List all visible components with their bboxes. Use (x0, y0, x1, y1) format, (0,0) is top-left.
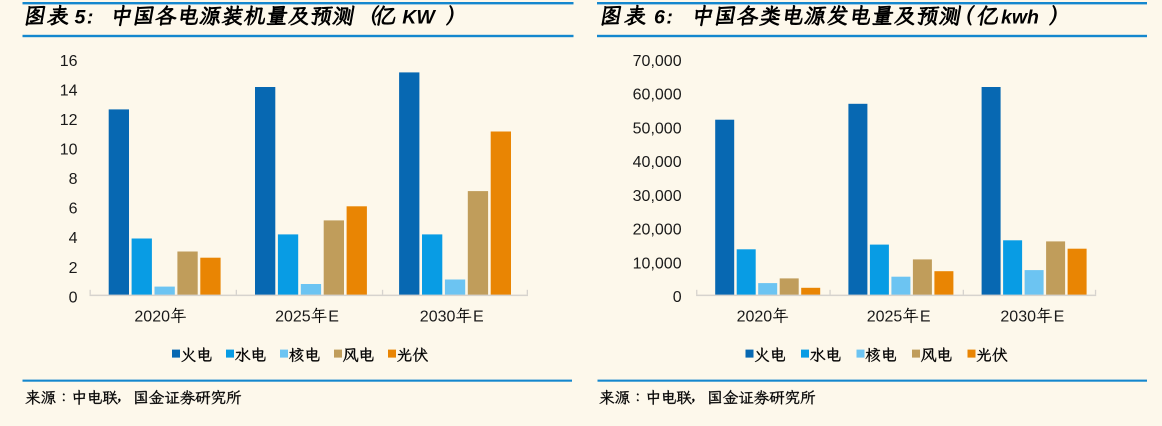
svg-text:14: 14 (60, 83, 78, 100)
svg-text:12: 12 (60, 112, 78, 129)
svg-text:0: 0 (69, 289, 78, 306)
svg-text:0: 0 (673, 289, 682, 306)
svg-text:2025: 2025 (867, 309, 903, 326)
svg-text:2030: 2030 (1000, 309, 1036, 326)
svg-text:4: 4 (69, 230, 78, 247)
svg-text:E: E (920, 309, 931, 326)
svg-text:6: 6 (69, 201, 78, 218)
svg-text:10,000: 10,000 (633, 256, 682, 273)
svg-text:E: E (328, 309, 339, 326)
svg-text:50,000: 50,000 (633, 120, 682, 137)
svg-text:16: 16 (60, 53, 78, 70)
svg-text:E: E (473, 309, 484, 326)
svg-text:kwh: kwh (1001, 6, 1039, 28)
svg-text:70,000: 70,000 (633, 53, 682, 70)
svg-text:5:: 5: (75, 6, 95, 28)
svg-text:2020: 2020 (134, 309, 170, 326)
svg-text:2025: 2025 (275, 309, 311, 326)
svg-text:40,000: 40,000 (633, 154, 682, 171)
svg-text:E: E (1054, 309, 1065, 326)
svg-text:10: 10 (60, 142, 78, 159)
svg-text:2030: 2030 (420, 309, 456, 326)
svg-text:8: 8 (69, 171, 78, 188)
svg-text:2: 2 (69, 260, 78, 277)
svg-text:60,000: 60,000 (633, 87, 682, 104)
svg-text:2020: 2020 (737, 309, 773, 326)
svg-text:KW: KW (402, 6, 436, 28)
svg-text:20,000: 20,000 (633, 222, 682, 239)
svg-text:30,000: 30,000 (633, 188, 682, 205)
svg-text:6:: 6: (654, 6, 674, 28)
